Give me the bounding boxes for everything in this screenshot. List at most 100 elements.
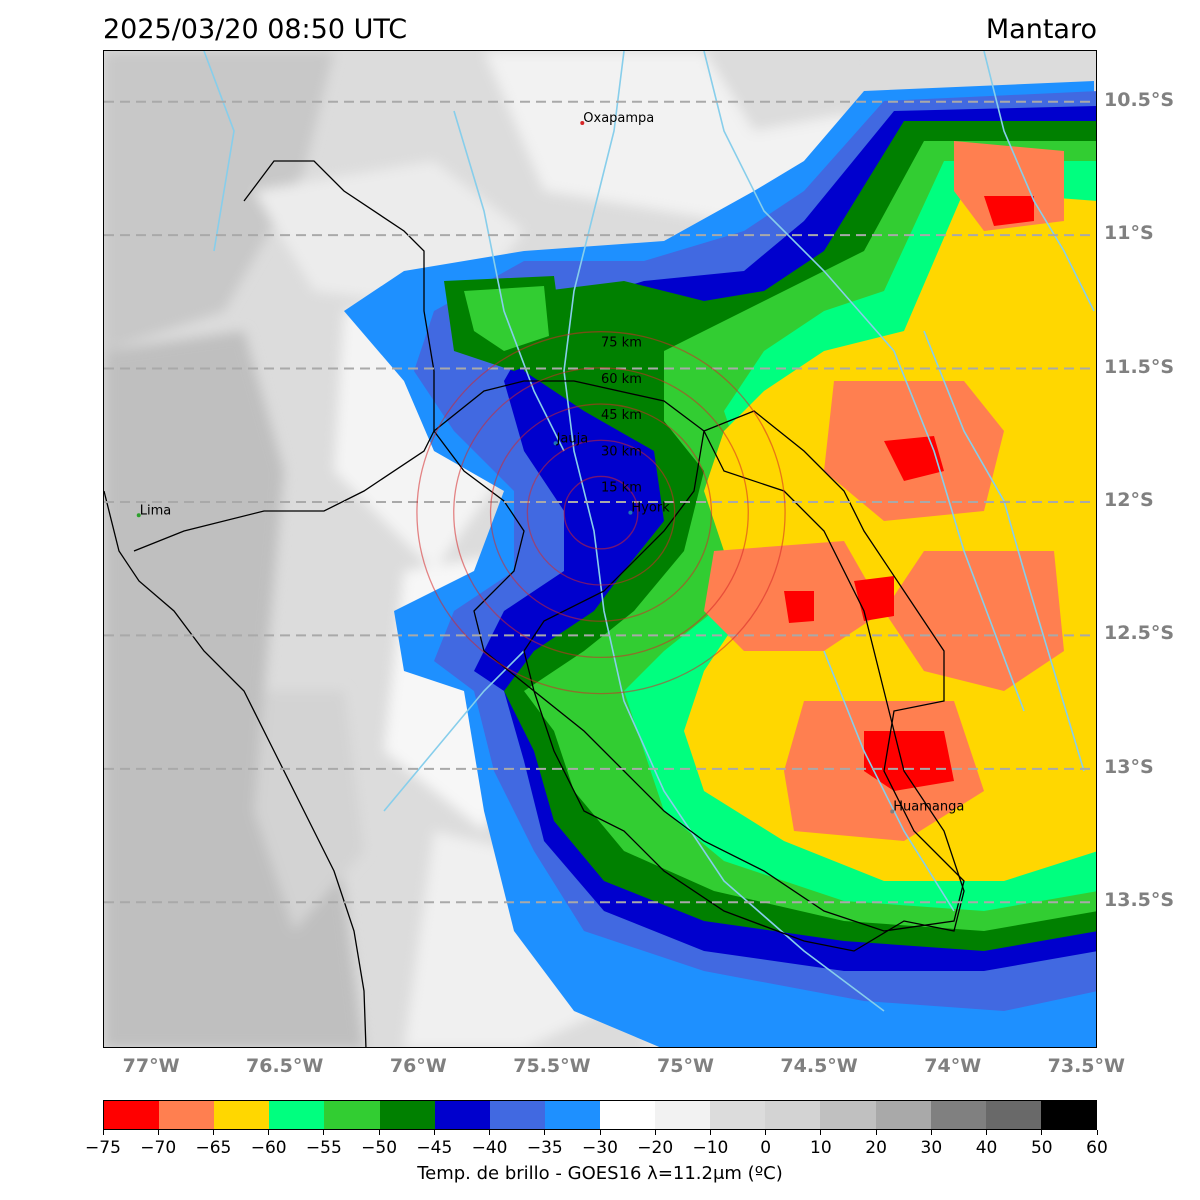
colorbar-tickmark <box>544 1130 546 1135</box>
colorbar-tickmark <box>820 1130 822 1135</box>
colorbar-tickmark <box>875 1130 877 1135</box>
range-rings: 15 km 30 km 45 km 60 km 75 km <box>416 331 786 695</box>
colorbar-tickmark <box>433 1130 435 1135</box>
colorbar-segment <box>489 1101 545 1129</box>
city-label: Jauja <box>556 431 589 446</box>
range-ring <box>563 475 639 550</box>
latitude-label: 13.5°S <box>1104 889 1175 912</box>
colorbar-tick-label: −50 <box>361 1138 398 1158</box>
borders <box>104 160 965 1047</box>
colorbar-segment <box>269 1101 325 1129</box>
colorbar-tick-label: −70 <box>140 1138 177 1158</box>
cloud-layer-minus65-b <box>884 551 1064 691</box>
colorbar-tickmark <box>212 1130 214 1135</box>
colorbar-tick-label: −45 <box>416 1138 453 1158</box>
colorbar-tickmark <box>323 1130 325 1135</box>
colorbar-segment <box>379 1101 435 1129</box>
colorbar-tickmark <box>157 1130 159 1135</box>
cloud-layer-minus70-e <box>784 591 814 623</box>
cloud-layer-minus70-a <box>884 436 944 481</box>
longitude-label: 73.5°W <box>1047 1055 1125 1077</box>
city-marker <box>136 513 141 518</box>
range-ring-label: 30 km <box>601 444 642 459</box>
range-ring-label: 15 km <box>601 480 642 495</box>
colorbar-tick-label: −20 <box>637 1138 674 1158</box>
map-panel[interactable]: 15 km 30 km 45 km 60 km 75 km Oxapampa Jauja H… <box>103 50 1097 1048</box>
colorbar-tickmark <box>489 1130 491 1135</box>
colorbar <box>103 1100 1097 1130</box>
city-marker <box>890 809 895 814</box>
colorbar-segment <box>324 1101 380 1129</box>
city-marker <box>553 441 558 446</box>
city-label: Lima <box>140 503 171 518</box>
colorbar-segment <box>434 1101 490 1129</box>
colorbar-label: Temp. de brillo - GOES16 λ=11.2μm (ºC) <box>417 1163 783 1184</box>
longitude-label: 74.5°W <box>780 1055 858 1077</box>
colorbar-tick-label: −60 <box>250 1138 287 1158</box>
colorbar-segment <box>544 1101 600 1129</box>
coastline <box>104 490 367 1047</box>
colorbar-tick-label: 10 <box>810 1138 832 1158</box>
colorbar-tick-label: 0 <box>760 1138 772 1158</box>
city-label: Huamanga <box>893 800 964 815</box>
colorbar-tick-label: −55 <box>305 1138 342 1158</box>
longitude-label: 75°W <box>657 1055 714 1077</box>
grey-cloud-patches <box>104 51 922 1047</box>
map-canvas: 15 km 30 km 45 km 60 km 75 km Oxapampa Jauja H… <box>104 51 1096 1047</box>
colorbar-tickmark <box>1096 1130 1098 1135</box>
latitude-label: 12°S <box>1104 488 1154 511</box>
colorbar-tickmark <box>378 1130 380 1135</box>
range-ring-label: 45 km <box>601 408 642 423</box>
longitude-label: 77°W <box>122 1055 180 1077</box>
range-ring <box>489 403 713 622</box>
cloud-layer-minus65-e <box>954 141 1064 231</box>
timestamp-title: 2025/03/20 08:50 UTC <box>103 14 408 45</box>
city-label: Oxapampa <box>583 111 654 126</box>
colorbar-tickmark <box>986 1130 988 1135</box>
latitude-label: 11.5°S <box>1104 355 1175 378</box>
city-markers: Oxapampa Jauja Hyork Lima Huamanga <box>136 111 964 815</box>
colorbar-segment <box>710 1101 766 1129</box>
latitude-label: 13°S <box>1104 755 1154 778</box>
region-title: Mantaro <box>985 14 1097 45</box>
colorbar-segment <box>930 1101 986 1129</box>
convective-system <box>344 81 1096 1047</box>
colorbar-segment <box>159 1101 215 1129</box>
colorbar-segment <box>599 1101 656 1129</box>
colorbar-segment <box>875 1101 931 1129</box>
longitude-label: 75.5°W <box>513 1055 591 1077</box>
colorbar-tick-label: −65 <box>195 1138 232 1158</box>
lima-region-border <box>133 160 435 552</box>
cloud-layer-minus60 <box>684 191 1096 881</box>
range-ring <box>526 439 676 586</box>
latitude-label: 10.5°S <box>1104 88 1175 111</box>
latitude-label: 12.5°S <box>1104 622 1175 645</box>
range-ring <box>416 331 786 695</box>
colorbar-tickmark <box>599 1130 601 1135</box>
colorbar-tick-label: −40 <box>471 1138 508 1158</box>
longitude-label: 74°W <box>924 1055 982 1077</box>
range-ring <box>453 367 749 659</box>
colorbar-tick-label: −35 <box>526 1138 563 1158</box>
colorbar-tickmark <box>654 1130 656 1135</box>
longitude-label: 76.5°W <box>246 1055 324 1077</box>
city-label: Hyork <box>631 501 670 516</box>
mantaro-basin-border <box>523 410 965 932</box>
colorbar-segment <box>820 1101 876 1129</box>
range-ring-label: 75 km <box>601 336 642 351</box>
range-ring-label: 60 km <box>601 372 642 387</box>
colorbar-tick-label: −30 <box>582 1138 618 1158</box>
rivers <box>203 51 1095 1012</box>
colorbar-tickmark <box>268 1130 270 1135</box>
colorbar-tick-label: 60 <box>1086 1138 1108 1158</box>
latitude-gridlines <box>104 100 1096 904</box>
colorbar-tick-label: 50 <box>1030 1138 1053 1158</box>
colorbar-tick-label: 20 <box>865 1138 887 1158</box>
colorbar-segment <box>985 1101 1041 1129</box>
colorbar-tickmark <box>709 1130 711 1135</box>
colorbar-tick-label: −75 <box>85 1138 121 1158</box>
colorbar-segment <box>214 1101 270 1129</box>
colorbar-segment <box>104 1101 160 1129</box>
city-marker <box>580 121 585 126</box>
